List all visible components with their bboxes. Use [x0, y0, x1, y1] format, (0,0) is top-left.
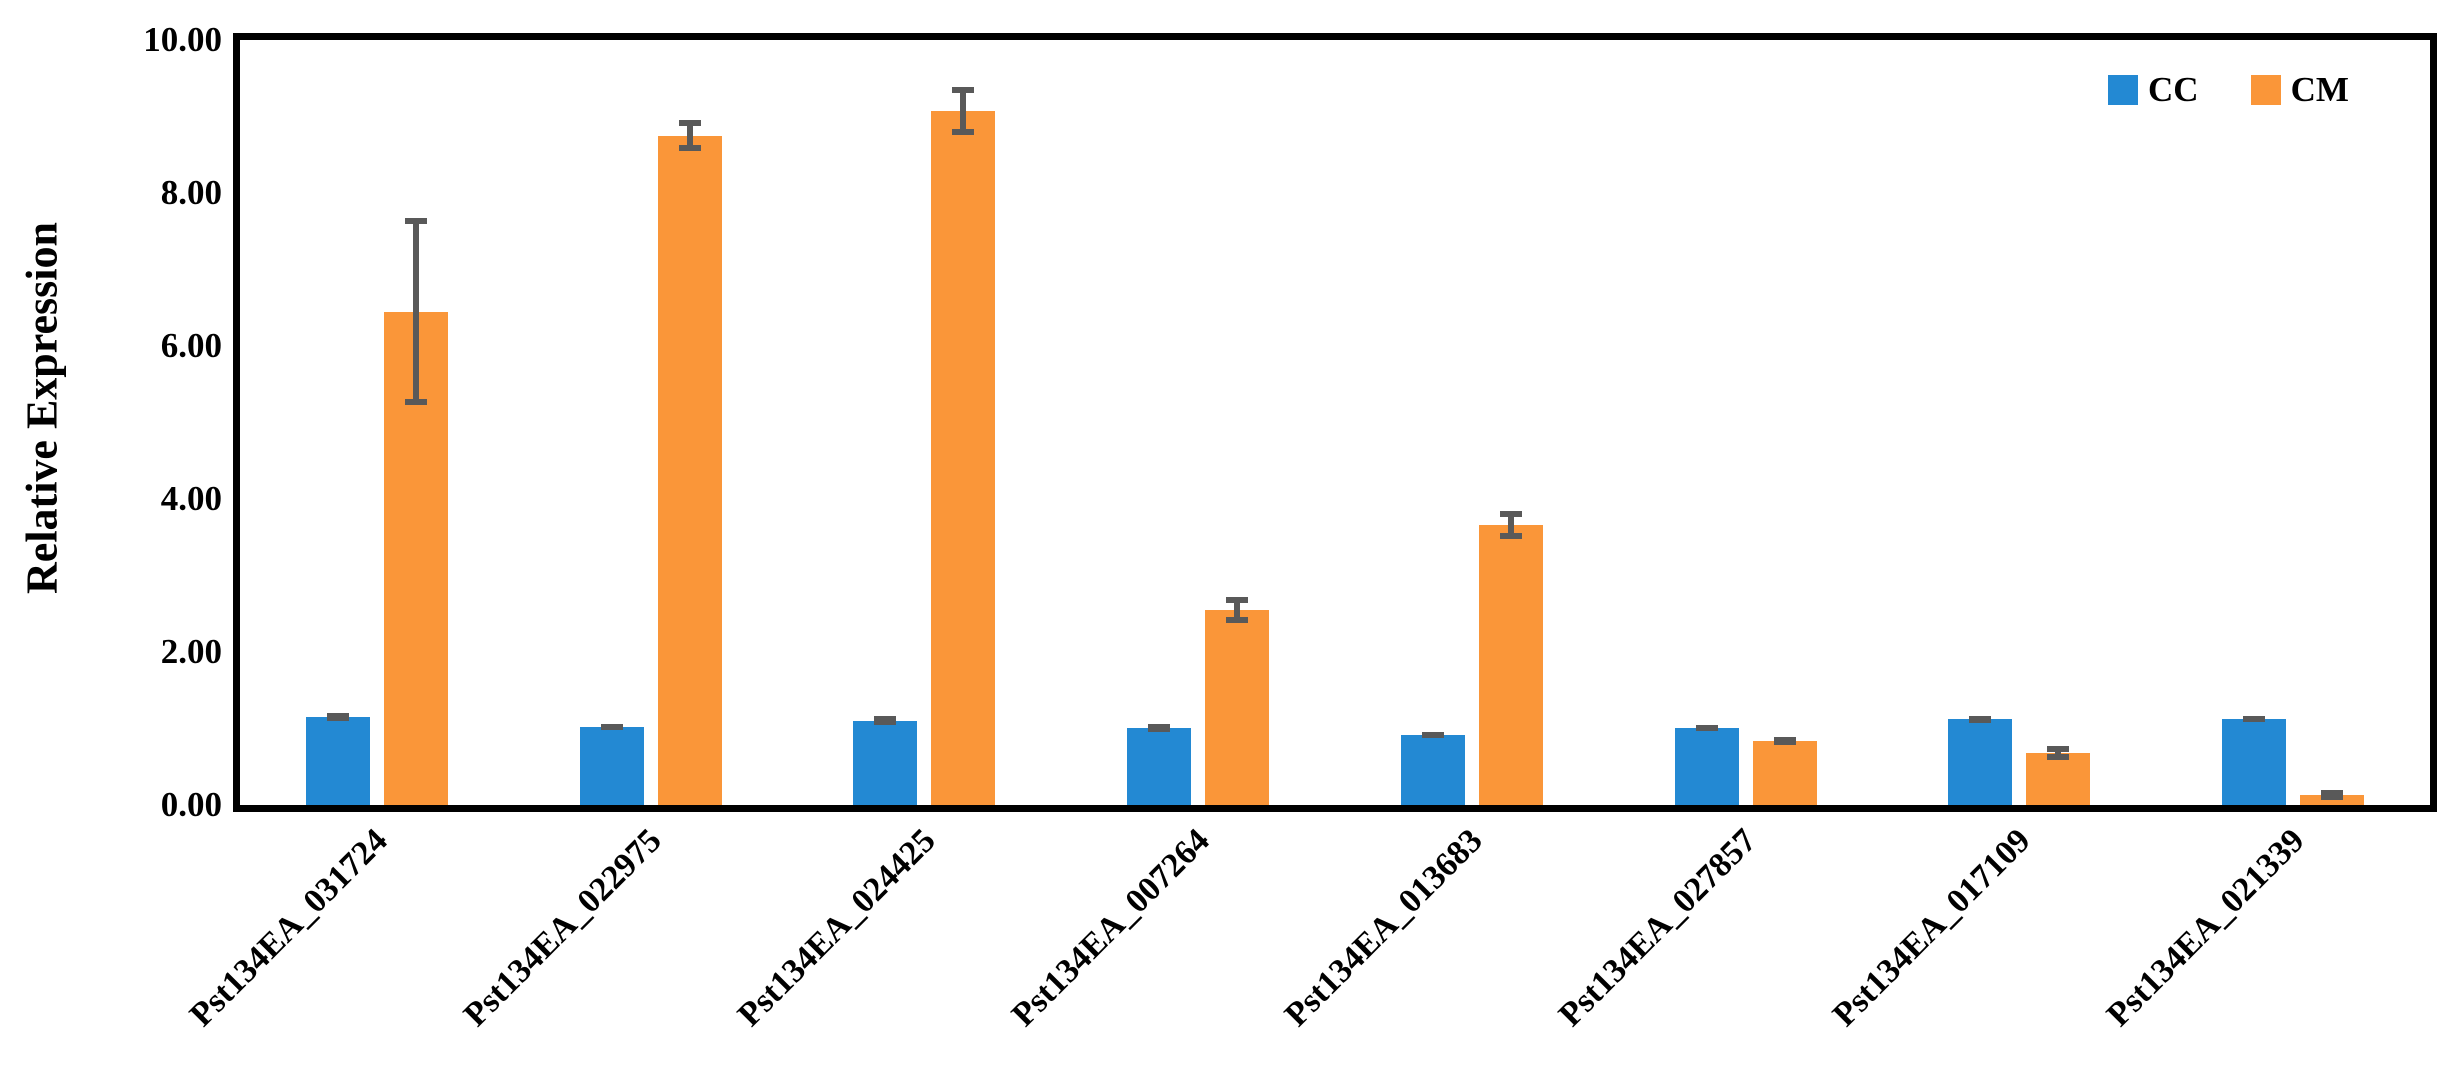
bar-CC-7 — [2222, 719, 2287, 805]
x-tick-label-Pst134EA_031724: Pst134EA_031724 — [183, 822, 396, 1034]
bar-CC-3 — [1127, 727, 1192, 805]
x-tick-label-Pst134EA_007264: Pst134EA_007264 — [1004, 822, 1217, 1034]
bar-CM-6 — [2026, 752, 2091, 805]
y-tick-label-0.00: 0.00 — [160, 785, 222, 824]
x-tick-label-Pst134EA_024425: Pst134EA_024425 — [730, 822, 943, 1034]
y-tick-label-10.00: 10.00 — [143, 20, 222, 59]
plot-area-border — [233, 33, 2437, 812]
y-tick-label-4.00: 4.00 — [160, 479, 222, 518]
legend-item-CM: CM — [2250, 70, 2349, 109]
bar-CM-3 — [1205, 609, 1270, 805]
bar-CC-5 — [1674, 727, 1739, 805]
legend-swatch-CM — [2250, 74, 2281, 105]
error-bar-CM-0 — [404, 218, 427, 405]
bar-CM-1 — [657, 135, 722, 805]
x-tick-label-Pst134EA_013683: Pst134EA_013683 — [1278, 822, 1491, 1034]
bar-CC-2 — [853, 720, 918, 805]
y-tick-label-8.00: 8.00 — [160, 173, 222, 212]
bar-CC-1 — [579, 726, 644, 805]
x-tick-label-Pst134EA_021339: Pst134EA_021339 — [2099, 822, 2312, 1034]
bar-CM-4 — [1478, 525, 1543, 805]
error-bar-CM-5 — [1773, 736, 1796, 745]
error-bar-CC-1 — [600, 723, 623, 731]
x-tick-label-Pst134EA_022975: Pst134EA_022975 — [456, 822, 669, 1034]
bar-CC-6 — [1948, 719, 2013, 805]
bar-CC-4 — [1400, 734, 1465, 805]
bar-CC-0 — [305, 717, 370, 805]
error-bar-CC-3 — [1148, 723, 1171, 732]
error-bar-CC-4 — [1421, 731, 1444, 738]
error-bar-CC-0 — [326, 713, 349, 721]
error-bar-CC-7 — [2243, 716, 2266, 723]
error-bar-CC-6 — [1969, 715, 1992, 724]
legend-swatch-CC — [2108, 74, 2138, 105]
error-bar-CM-7 — [2321, 789, 2344, 801]
x-tick-label-Pst134EA_027857: Pst134EA_027857 — [1551, 822, 1764, 1034]
bar-CM-5 — [1752, 740, 1817, 805]
x-tick-label-Pst134EA_017109: Pst134EA_017109 — [1825, 822, 2038, 1034]
bar-CM-2 — [931, 111, 996, 805]
legend-label-CC: CC — [2148, 70, 2199, 109]
y-axis-tick-labels: 0.00 2.00 4.00 6.00 8.00 10.00 — [0, 20, 222, 824]
error-bar-CM-1 — [678, 120, 701, 151]
error-bar-CM-6 — [2047, 746, 2070, 760]
plot-area — [240, 40, 2430, 805]
error-bar-CC-5 — [1695, 724, 1718, 731]
error-bar-CC-2 — [874, 716, 897, 726]
x-axis-tick-labels: Pst134EA_031724 Pst134EA_022975 Pst134EA_0… — [183, 822, 2430, 1072]
legend-item-CC: CC — [2108, 72, 2199, 107]
error-bar-CM-3 — [1226, 596, 1249, 623]
error-bar-CM-4 — [1499, 511, 1522, 539]
legend-label-CM: CM — [2290, 70, 2349, 109]
y-tick-label-6.00: 6.00 — [160, 326, 222, 365]
legend: CC CM — [2108, 72, 2349, 107]
error-bar-CM-2 — [952, 87, 975, 135]
y-tick-label-2.00: 2.00 — [160, 632, 222, 671]
